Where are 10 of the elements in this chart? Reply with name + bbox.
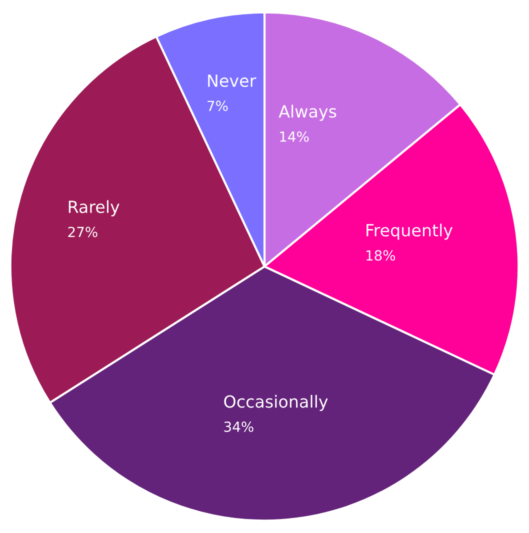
- slice-label: Never: [208, 74, 256, 87]
- data-label: 18%: [366, 250, 396, 261]
- data-label: 7%: [208, 100, 228, 112]
- slice-label: Occasionally: [224, 394, 328, 412]
- data-label: 27%: [68, 226, 98, 238]
- slice-label: Frequently: [366, 224, 453, 240]
- data-label: 34%: [224, 421, 254, 432]
- slice-label: Rarely: [68, 200, 120, 216]
- data-label: 14%: [280, 131, 309, 142]
- slice-label: Always: [278, 104, 336, 121]
